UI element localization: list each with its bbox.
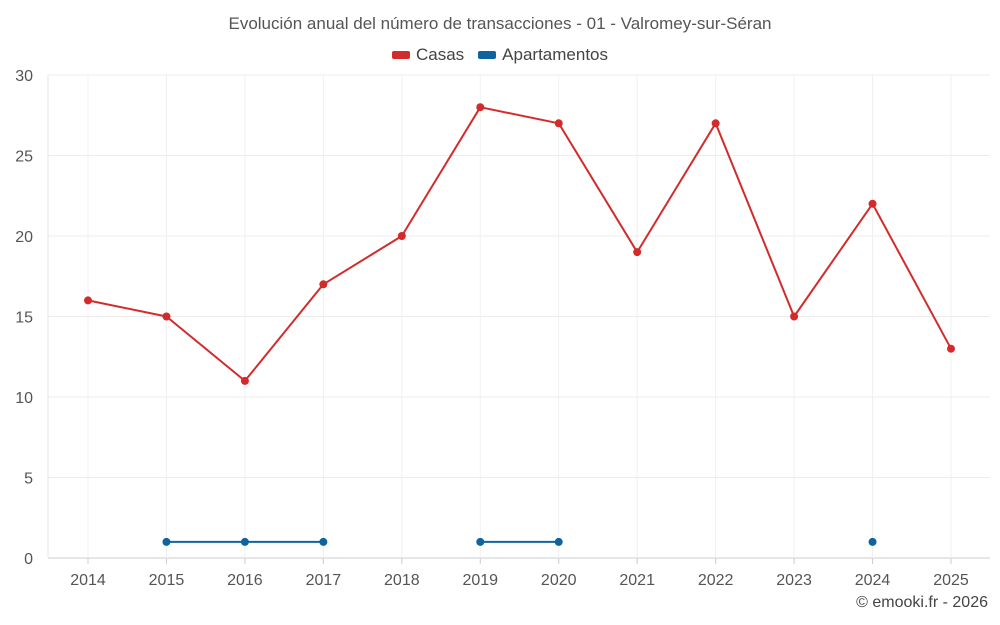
legend-item-casas[interactable]: Casas xyxy=(391,45,465,65)
x-tick-label: 2020 xyxy=(541,572,577,589)
x-tick-label: 2019 xyxy=(462,572,498,589)
data-point-casas xyxy=(554,119,563,128)
data-point-casas xyxy=(84,296,92,305)
data-point-apartamentos xyxy=(240,537,249,546)
y-tick-label: 15 xyxy=(15,310,33,327)
data-point-casas xyxy=(240,376,249,385)
series-line-casas xyxy=(87,106,952,382)
y-tick-label: 5 xyxy=(24,471,33,488)
data-point-casas xyxy=(711,119,720,128)
x-tick-label: 2014 xyxy=(70,572,106,589)
data-point-casas xyxy=(790,312,799,321)
data-point-casas xyxy=(633,248,642,257)
credit-text: © emooki.fr - 2026 xyxy=(856,594,988,611)
y-tick-label: 10 xyxy=(15,390,33,407)
data-point-apartamentos xyxy=(868,537,877,546)
y-tick-label: 30 xyxy=(15,68,33,85)
legend-item-apartamentos[interactable]: Apartamentos xyxy=(478,45,608,65)
x-tick-label: 2016 xyxy=(227,572,263,589)
data-point-casas xyxy=(319,280,328,289)
legend-swatch-apartamentos xyxy=(478,51,497,59)
x-tick-label: 2022 xyxy=(698,572,734,589)
data-point-casas xyxy=(397,232,406,240)
data-point-casas xyxy=(476,103,485,112)
x-tick-label: 2018 xyxy=(384,572,420,589)
x-tick-label: 2025 xyxy=(933,572,969,589)
x-tick-label: 2017 xyxy=(306,572,342,589)
y-tick-label: 0 xyxy=(24,551,33,568)
x-tick-label: 2021 xyxy=(619,572,655,589)
y-tick-label: 25 xyxy=(15,149,33,166)
data-point-casas xyxy=(868,199,877,208)
y-tick-label: 20 xyxy=(15,229,33,246)
legend-label-casas: Casas xyxy=(415,45,465,64)
data-point-apartamentos xyxy=(554,537,563,546)
data-point-casas xyxy=(162,312,171,321)
legend-label-apartamentos: Apartamentos xyxy=(502,45,609,64)
chart-title: Evolución anual del número de transaccio… xyxy=(228,14,772,33)
data-point-apartamentos xyxy=(319,537,328,546)
legend: Casas Apartamentos xyxy=(0,45,1000,65)
x-tick-label: 2015 xyxy=(149,572,185,589)
data-point-apartamentos xyxy=(162,537,171,546)
data-point-apartamentos xyxy=(476,537,485,546)
x-tick-label: 2024 xyxy=(855,572,891,589)
x-tick-label: 2023 xyxy=(776,572,812,589)
legend-swatch-casas xyxy=(391,51,410,59)
data-point-casas xyxy=(947,344,955,353)
